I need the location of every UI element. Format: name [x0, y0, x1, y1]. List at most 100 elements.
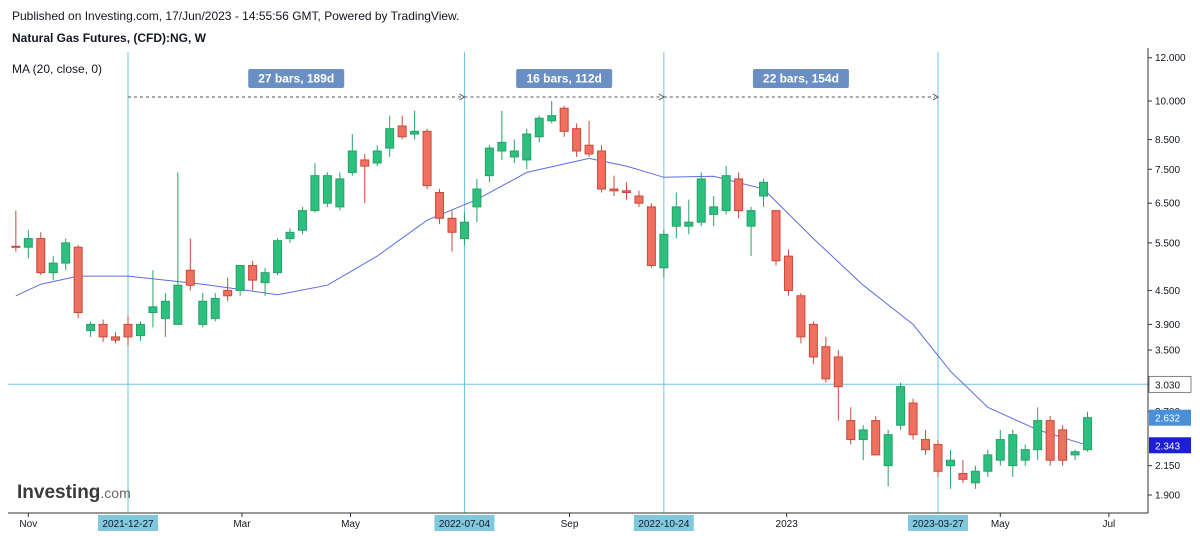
candle-up[interactable] — [509, 150, 519, 158]
candle-down[interactable] — [11, 245, 21, 248]
candle-down[interactable] — [111, 336, 121, 341]
y-tick-label: 12.000 — [1155, 53, 1186, 64]
x-tick-label: May — [341, 519, 360, 530]
candle-up[interactable] — [684, 221, 694, 227]
candle-up[interactable] — [347, 150, 357, 173]
candle-down[interactable] — [646, 206, 656, 266]
candle-down[interactable] — [783, 255, 793, 291]
candle-up[interactable] — [459, 221, 469, 240]
candle-down[interactable] — [634, 195, 644, 204]
candle-up[interactable] — [472, 188, 482, 208]
candle-up[interactable] — [260, 272, 270, 284]
price-tag — [1149, 409, 1191, 426]
candle-up[interactable] — [322, 175, 332, 204]
candle-down[interactable] — [1045, 420, 1055, 461]
candle-down[interactable] — [447, 217, 457, 233]
y-tick-label: 1.900 — [1155, 491, 1180, 502]
candle-up[interactable] — [696, 178, 706, 223]
candle-up[interactable] — [721, 175, 731, 212]
candle-up[interactable] — [210, 297, 220, 319]
candle-up[interactable] — [534, 117, 544, 138]
candle-down[interactable] — [584, 144, 594, 155]
candle-down[interactable] — [871, 420, 881, 456]
candle-up[interactable] — [759, 181, 769, 197]
candle-up[interactable] — [148, 306, 158, 314]
candle-up[interactable] — [671, 206, 681, 227]
candle-down[interactable] — [559, 107, 569, 132]
candle-down[interactable] — [933, 444, 943, 472]
candle-down[interactable] — [846, 420, 856, 441]
candle-down[interactable] — [185, 269, 195, 286]
candle-down[interactable] — [1058, 429, 1068, 461]
candle-down[interactable] — [572, 128, 582, 152]
candle-up[interactable] — [235, 264, 245, 291]
candle-up[interactable] — [746, 210, 756, 227]
candle-up[interactable] — [23, 238, 33, 248]
candle-down[interactable] — [36, 238, 46, 274]
candle-up[interactable] — [273, 240, 283, 274]
candle-up[interactable] — [86, 323, 96, 332]
y-tick-label: 3.900 — [1155, 320, 1180, 331]
candle-up[interactable] — [1083, 417, 1093, 451]
candle-up[interactable] — [173, 284, 183, 325]
date-label: 2023-03-27 — [912, 519, 964, 530]
candle-up[interactable] — [896, 386, 906, 426]
candle-down[interactable] — [808, 323, 818, 358]
candle-up[interactable] — [160, 300, 170, 319]
candle-up[interactable] — [659, 233, 669, 269]
candle-down[interactable] — [248, 264, 258, 281]
candle-down[interactable] — [73, 246, 83, 314]
candle-up[interactable] — [547, 115, 557, 122]
candle-up[interactable] — [1033, 420, 1043, 451]
candle-up[interactable] — [61, 242, 71, 264]
candle-down[interactable] — [223, 289, 233, 297]
candle-up[interactable] — [983, 454, 993, 472]
candle-down[interactable] — [833, 356, 843, 388]
candle-down[interactable] — [123, 323, 133, 338]
candle-up[interactable] — [48, 262, 58, 274]
candle-down[interactable] — [771, 210, 781, 262]
candle-up[interactable] — [198, 300, 208, 325]
x-tick-label: May — [991, 519, 1010, 530]
candle-down[interactable] — [597, 150, 607, 190]
candle-down[interactable] — [921, 439, 931, 451]
candle-down[interactable] — [422, 130, 432, 187]
candle-up[interactable] — [709, 206, 719, 215]
candle-down[interactable] — [98, 323, 108, 338]
candle-down[interactable] — [621, 190, 631, 193]
candle-down[interactable] — [908, 402, 918, 436]
candle-up[interactable] — [970, 470, 980, 484]
candle-down[interactable] — [435, 191, 445, 219]
candle-down[interactable] — [609, 188, 619, 192]
x-tick-label: Nov — [19, 519, 37, 530]
candle-down[interactable] — [397, 125, 407, 138]
candle-down[interactable] — [360, 159, 370, 167]
candle-down[interactable] — [821, 346, 831, 380]
candle-up[interactable] — [372, 150, 382, 164]
candle-up[interactable] — [522, 133, 532, 161]
candle-up[interactable] — [945, 459, 955, 467]
candle-up[interactable] — [385, 128, 395, 149]
candle-up[interactable] — [497, 141, 507, 152]
date-label-box — [98, 515, 158, 531]
axes-group — [8, 48, 1149, 514]
candle-down[interactable] — [958, 473, 968, 480]
candle-down[interactable] — [734, 178, 744, 212]
candle-up[interactable] — [410, 130, 420, 135]
y-tick-label: 2.150 — [1155, 461, 1180, 472]
candle-up[interactable] — [297, 210, 307, 231]
candle-up[interactable] — [484, 147, 494, 177]
candle-up[interactable] — [1008, 434, 1018, 467]
candle-down[interactable] — [796, 295, 806, 338]
candle-up[interactable] — [335, 178, 345, 208]
candle-up[interactable] — [285, 231, 295, 240]
candle-up[interactable] — [995, 439, 1005, 461]
measurement-annotations: 27 bars, 189d 16 bars, 112d 22 bars, 154d — [128, 69, 939, 101]
candle-up[interactable] — [858, 429, 868, 441]
candle-up[interactable] — [1070, 451, 1080, 456]
candle-up[interactable] — [883, 434, 893, 467]
candle-up[interactable] — [1020, 449, 1030, 461]
candle-up[interactable] — [135, 323, 145, 337]
candle-up[interactable] — [310, 175, 320, 212]
